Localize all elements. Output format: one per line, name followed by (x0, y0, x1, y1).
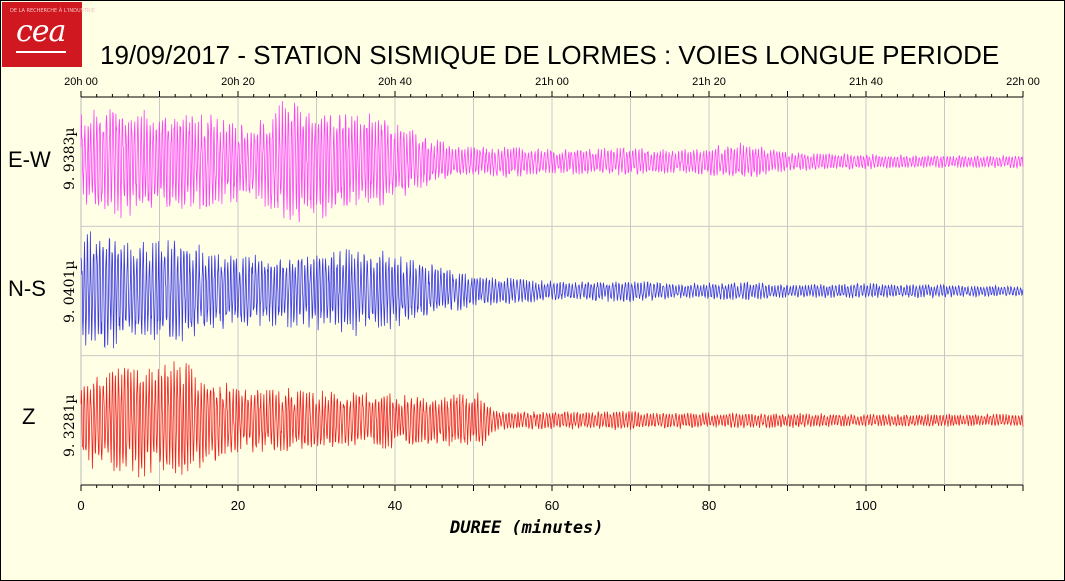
scale-label-z: 9. 3281µ (62, 394, 78, 457)
scale-label-ns: 9. 0401µ (62, 260, 78, 323)
trace-n-s (80, 231, 1024, 349)
top-tick-label: 20h 40 (378, 76, 412, 88)
top-tick-label: 21h 20 (692, 76, 726, 88)
logo-tagline: DE LA RECHERCHE À L'INDUSTRIE (10, 8, 96, 14)
bottom-tick-label: 60 (545, 498, 559, 513)
x-axis-label: DUREE (minutes) (449, 518, 604, 538)
traces (80, 100, 1024, 478)
bottom-tick-label: 100 (855, 498, 877, 513)
bottom-tick-label: 0 (77, 498, 84, 513)
trace-e-w (80, 100, 1024, 223)
top-tick-label: 21h 40 (849, 76, 883, 88)
bottom-tick-label: 40 (388, 498, 402, 513)
bottom-tick-label: 20 (231, 498, 245, 513)
top-tick-label: 20h 20 (221, 76, 255, 88)
cea-logo: DE LA RECHERCHE À L'INDUSTRIE cea (2, 2, 95, 67)
channel-label-z: Z (22, 404, 35, 429)
logo-text: cea (16, 14, 66, 49)
trace-z (80, 361, 1024, 478)
axis-ticks (80, 91, 1024, 491)
logo-underline (16, 51, 66, 53)
top-tick-label: 20h 00 (64, 76, 98, 88)
top-tick-label: 22h 00 (1006, 76, 1040, 88)
scale-label-ew: 9. 9383µ (62, 127, 78, 190)
chart-title: 19/09/2017 - STATION SISMIQUE DE LORMES … (100, 40, 999, 70)
channel-label-ew: E-W (8, 147, 51, 172)
channel-label-ns: N-S (8, 276, 46, 301)
bottom-tick-label: 80 (702, 498, 716, 513)
bottom-tick-labels: 0 20 40 60 80 100 (77, 498, 876, 513)
top-tick-labels: 20h 00 20h 20 20h 40 21h 00 21h 20 21h 40 22h … (64, 76, 1040, 88)
top-tick-label: 21h 00 (535, 76, 569, 88)
